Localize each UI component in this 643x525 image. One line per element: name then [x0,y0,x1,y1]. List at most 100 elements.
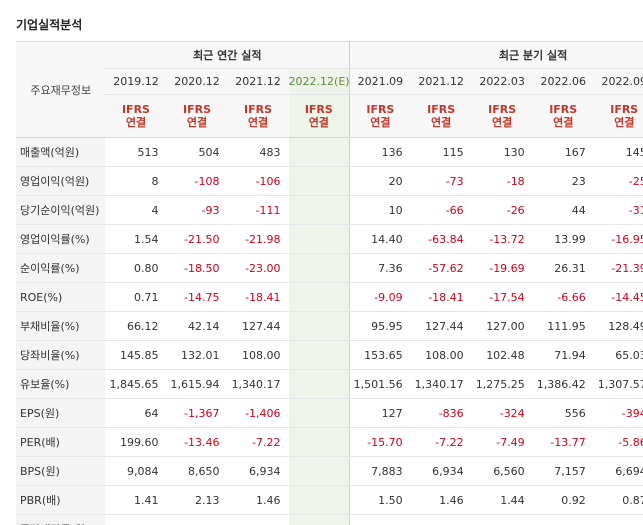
ifrs-label: IFRS 연결 [349,94,411,138]
period-header: 2022.12(E) [288,68,351,95]
row-label: 주당배당금(원) [16,514,106,525]
value-cell: -21.50 [166,224,228,254]
value-cell: 127 [349,398,411,428]
ifrs-label-bottom: 연결 [125,116,147,129]
value-cell [288,195,351,225]
value-cell [288,166,351,196]
ifrs-label-top: IFRS [549,103,578,116]
value-cell: 65.03 [593,340,643,370]
value-cell: 1,501.56 [349,369,411,399]
value-cell: 10 [349,195,411,225]
ifrs-label: IFRS 연결 [166,94,228,138]
row-label: 매출액(억원) [16,137,106,167]
value-cell [410,514,472,525]
value-cell: 71.94 [532,340,594,370]
value-cell: 0.71 [105,282,167,312]
value-cell: -836 [410,398,472,428]
value-cell: 6,934 [410,456,472,486]
row-label: 당좌비율(%) [16,340,106,370]
value-cell [593,514,643,525]
value-cell [227,514,289,525]
row-label: 순이익률(%) [16,253,106,283]
ifrs-label-bottom: 연결 [247,116,269,129]
value-cell: -9.09 [349,282,411,312]
table-row: PER(배) 199.60 -13.46 -7.22 -15.70 -7.22 -7.49-… [16,427,643,457]
value-cell: -13.77 [532,427,594,457]
ifrs-label: IFRS 연결 [227,94,289,138]
value-cell: -18.41 [227,282,289,312]
value-cell [288,340,351,370]
value-cell [105,514,167,525]
value-cell: 1,386.42 [532,369,594,399]
row-label: 부채비율(%) [16,311,106,341]
value-cell: 0.92 [532,485,594,515]
value-cell: -63.84 [410,224,472,254]
value-cell: 9,084 [105,456,167,486]
period-header: 2022.03 [471,68,533,95]
ifrs-label-bottom: 연결 [492,116,513,129]
value-cell [166,514,228,525]
value-cell: 153.65 [349,340,411,370]
value-cell [288,253,351,283]
ifrs-label-top: IFRS [366,103,395,116]
financial-table-container[interactable]: 주요재무정보 최근 연간 실적 최근 분기 실적 2019.12 2020.12 2021… [16,41,643,525]
value-cell: 1.41 [105,485,167,515]
value-cell [288,224,351,254]
value-cell: -73 [410,166,472,196]
ifrs-label: IFRS 연결 [593,94,643,138]
value-cell: 132.01 [166,340,228,370]
ifrs-label: IFRS 연결 [410,94,472,138]
ifrs-label: IFRS 연결 [105,94,167,138]
ifrs-label: IFRS 연결 [288,94,351,138]
value-cell: 95.95 [349,311,411,341]
value-cell: -324 [471,398,533,428]
value-cell: -57.62 [410,253,472,283]
value-cell: 44 [532,195,594,225]
row-label: PER(배) [16,427,106,457]
table-row: 주당배당금(원) [16,514,643,525]
value-cell: -6.66 [532,282,594,312]
value-cell: 199.60 [105,427,167,457]
value-cell: -15.70 [349,427,411,457]
table-row: 부채비율(%) 66.12 42.14 127.44 95.95 127.44 127.00… [16,311,643,341]
value-cell: 1.50 [349,485,411,515]
row-label: 영업이익률(%) [16,224,106,254]
value-cell: 1.44 [471,485,533,515]
value-cell: -13.72 [471,224,533,254]
value-cell [288,514,351,525]
value-cell: 23 [532,166,594,196]
value-cell: 8 [105,166,167,196]
value-cell: -14.75 [166,282,228,312]
ifrs-label-bottom: 연결 [308,116,329,129]
value-cell: 145 [593,137,643,167]
value-cell: 108.00 [227,340,289,370]
period-header: 2022.06 [532,68,594,95]
row-label: 당기순이익(억원) [16,195,106,225]
ifrs-label: IFRS 연결 [471,94,533,138]
value-cell: -21.39 [593,253,643,283]
value-cell: -19.69 [471,253,533,283]
value-cell: -111 [227,195,289,225]
value-cell [471,514,533,525]
row-label: PBR(배) [16,485,106,515]
value-cell: 6,560 [471,456,533,486]
value-cell: 130 [471,137,533,167]
table-row: 당좌비율(%) 145.85 132.01 108.00 153.65 108.00 102… [16,340,643,370]
value-cell: 7,157 [532,456,594,486]
ifrs-label-bottom: 연결 [614,116,635,129]
value-cell: 1,845.65 [105,369,167,399]
value-cell: -108 [166,166,228,196]
value-cell: 1,307.57 [593,369,643,399]
ifrs-label-top: IFRS [304,103,333,116]
value-cell [349,514,411,525]
table-row: PBR(배)1.412.131.461.501.461.440.920.87 [16,485,643,515]
ifrs-label-top: IFRS [244,103,273,116]
value-cell: -25 [593,166,643,196]
ifrs-label-top: IFRS [183,103,211,116]
value-cell: -93 [166,195,228,225]
value-cell [288,427,351,457]
period-header: 2022.09 [593,68,643,95]
